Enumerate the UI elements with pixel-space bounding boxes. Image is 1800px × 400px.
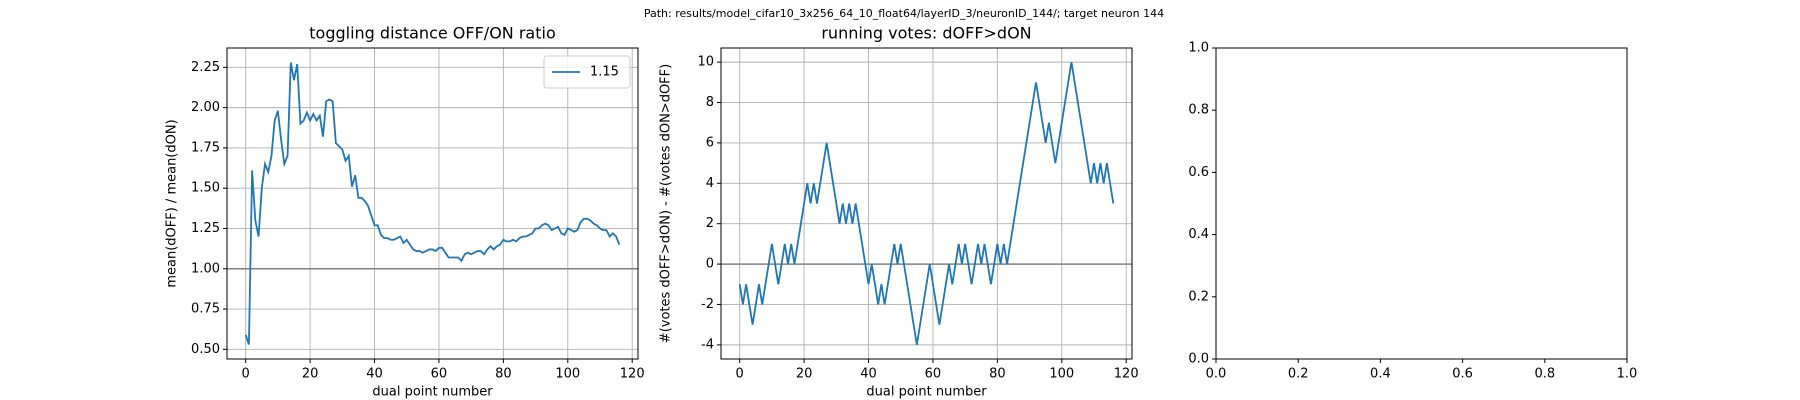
data-line: [244, 62, 621, 345]
x-tick-label: 120: [1114, 367, 1139, 382]
axes-title: running votes: dOFF>dON: [821, 24, 1031, 43]
axes-frame: [1215, 47, 1628, 360]
legend-label: 1.15: [590, 65, 619, 80]
y-tick-label: -4: [701, 337, 714, 352]
y-tick-label: 4: [706, 176, 714, 191]
x-tick-label: 60: [431, 367, 448, 382]
data-line: [738, 61, 1115, 346]
x-tick-label: 0.6: [1452, 367, 1473, 382]
y-tick-label: 1.25: [191, 221, 220, 236]
y-tick-label: 2.25: [191, 60, 220, 75]
y-tick-label: 10: [697, 55, 714, 70]
x-tick-label: 0: [736, 367, 744, 382]
y-tick-label: 0.4: [1188, 227, 1209, 242]
figure-title: Path: results/model_cifar10_3x256_64_10_…: [644, 7, 1164, 20]
y-tick-label: 1.0: [1188, 41, 1209, 56]
y-tick-label: 0.0: [1188, 352, 1209, 367]
x-axis-label: dual point number: [866, 385, 987, 400]
x-tick-label: 60: [925, 367, 942, 382]
x-tick-label: 0.2: [1288, 367, 1309, 382]
legend-box: [543, 55, 631, 89]
y-tick-label: 0.8: [1188, 103, 1209, 118]
x-tick-label: 0.0: [1206, 367, 1227, 382]
y-tick-label: 1.50: [191, 181, 220, 196]
axes-frame: [720, 47, 1133, 360]
y-tick-label: 1.75: [191, 140, 220, 155]
y-tick-label: 8: [706, 95, 714, 110]
x-tick-label: 100: [1049, 367, 1074, 382]
x-tick-label: 1.0: [1617, 367, 1638, 382]
x-tick-label: 120: [620, 367, 645, 382]
x-tick-label: 0: [242, 367, 250, 382]
x-tick-label: 80: [989, 367, 1006, 382]
x-axis-label: dual point number: [372, 385, 493, 400]
x-tick-label: 0.4: [1370, 367, 1391, 382]
y-tick-label: 0.2: [1188, 289, 1209, 304]
y-tick-label: 0.75: [191, 302, 220, 317]
y-tick-label: 0: [706, 257, 714, 272]
x-tick-label: 80: [495, 367, 512, 382]
x-tick-label: 100: [555, 367, 580, 382]
y-tick-label: 2: [706, 216, 714, 231]
x-tick-label: 40: [366, 367, 383, 382]
axes-frame: [226, 47, 639, 360]
y-tick-label: 0.6: [1188, 165, 1209, 180]
y-tick-label: 0.50: [191, 342, 220, 357]
y-tick-label: 1.00: [191, 261, 220, 276]
x-tick-label: 40: [860, 367, 877, 382]
x-tick-label: 20: [302, 367, 319, 382]
axes-title: toggling distance OFF/ON ratio: [309, 24, 555, 43]
y-tick-label: 2.00: [191, 100, 220, 115]
y-axis-label: #(votes dOFF>dON) - #(votes dON>dOFF): [659, 64, 674, 343]
y-tick-label: 6: [706, 135, 714, 150]
y-tick-label: -2: [701, 297, 714, 312]
x-tick-label: 20: [796, 367, 813, 382]
x-tick-label: 0.8: [1534, 367, 1555, 382]
y-axis-label: mean(dOFF) / mean(dON): [165, 119, 180, 287]
